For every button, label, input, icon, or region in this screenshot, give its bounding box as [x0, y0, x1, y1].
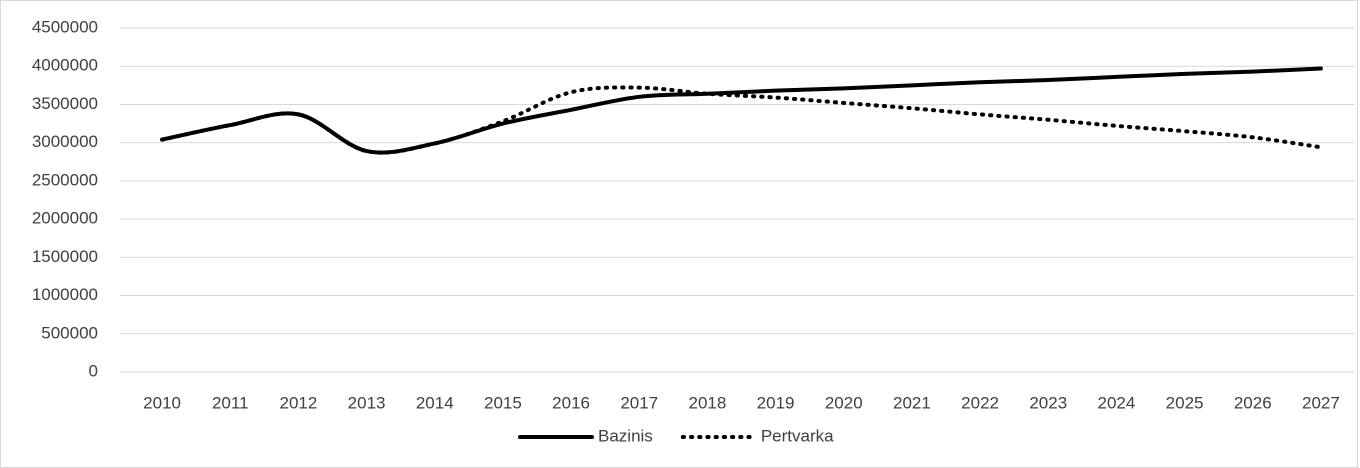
y-tick-label: 3500000: [32, 94, 98, 113]
x-tick-label: 2019: [757, 393, 795, 412]
x-tick-label: 2023: [1029, 393, 1067, 412]
x-tick-label: 2015: [484, 393, 522, 412]
y-tick-label: 1000000: [32, 285, 98, 304]
x-tick-label: 2011: [212, 393, 249, 412]
y-tick-label: 2000000: [32, 209, 98, 228]
line-series: [160, 85, 1323, 155]
x-tick-label: 2017: [620, 393, 658, 412]
x-tick-label: 2021: [893, 393, 931, 412]
x-tick-label: 2010: [143, 393, 181, 412]
y-tick-label: 2500000: [32, 170, 98, 189]
x-tick-label: 2025: [1166, 393, 1204, 412]
x-tick-label: 2012: [280, 393, 318, 412]
legend-label: Pertvarka: [761, 426, 834, 445]
x-tick-label: 2016: [552, 393, 590, 412]
y-tick-label: 0: [89, 361, 98, 380]
legend-label: Bazinis: [598, 426, 653, 445]
y-tick-label: 500000: [41, 323, 98, 342]
y-tick-label: 4500000: [32, 17, 98, 36]
x-tick-label: 2027: [1302, 393, 1340, 412]
x-tick-label: 2018: [689, 393, 727, 412]
x-tick-label: 2022: [961, 393, 999, 412]
x-tick-label: 2026: [1234, 393, 1272, 412]
x-tick-label: 2024: [1098, 393, 1136, 412]
y-tick-label: 4000000: [32, 56, 98, 75]
y-tick-label: 1500000: [32, 247, 98, 266]
x-tick-label: 2020: [825, 393, 863, 412]
x-tick-label: 2014: [416, 393, 454, 412]
x-tick-label: 2013: [348, 393, 386, 412]
y-tick-label: 3000000: [32, 132, 98, 151]
